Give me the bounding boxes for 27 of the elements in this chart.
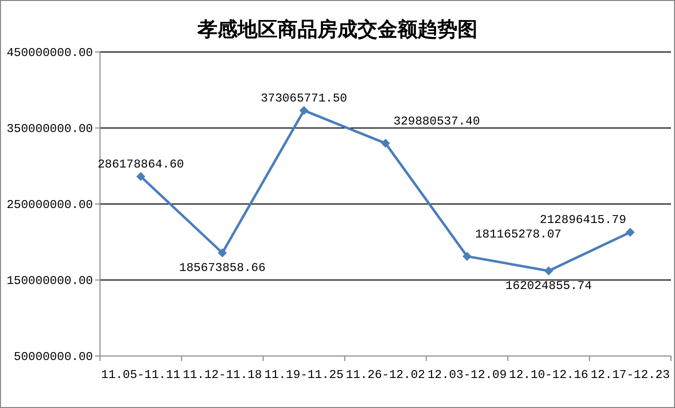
point	[299, 106, 308, 115]
data-label: 373065771.50	[260, 91, 348, 106]
chart-title: 孝感地区商品房成交金额趋势图	[196, 17, 478, 41]
x-tick-label: 11.12-11.18	[182, 368, 262, 382]
y-tick-label: 50000000.00	[14, 350, 93, 364]
data-label: 162024855.74	[505, 278, 592, 293]
data-label: 212896415.79	[540, 213, 626, 228]
x-tick-label: 12.17-12.23	[590, 368, 670, 382]
x-tick-label: 11.19-11.25	[264, 368, 344, 382]
point	[462, 252, 472, 261]
data-label: 181165278.07	[475, 227, 562, 242]
data-label: 185673858.66	[179, 260, 266, 275]
data-label: 329880537.40	[394, 114, 480, 128]
x-tick-label: 12.10-12.16	[509, 368, 588, 382]
x-tick-label: 11.26-12.02	[346, 368, 426, 382]
x-tick-label: 12.03-12.09	[427, 368, 507, 382]
y-tick-label: 250000000.00	[6, 198, 93, 212]
point	[218, 248, 227, 258]
y-tick-label: 150000000.00	[6, 274, 93, 288]
point	[544, 266, 554, 276]
y-tick-label: 450000000.00	[6, 46, 93, 60]
x-tick-label: 11.05-11.11	[101, 368, 180, 382]
point	[136, 172, 146, 182]
point	[381, 138, 390, 148]
data-label: 286178864.60	[98, 158, 184, 172]
point	[626, 228, 635, 237]
y-tick-label: 350000000.00	[6, 122, 93, 136]
